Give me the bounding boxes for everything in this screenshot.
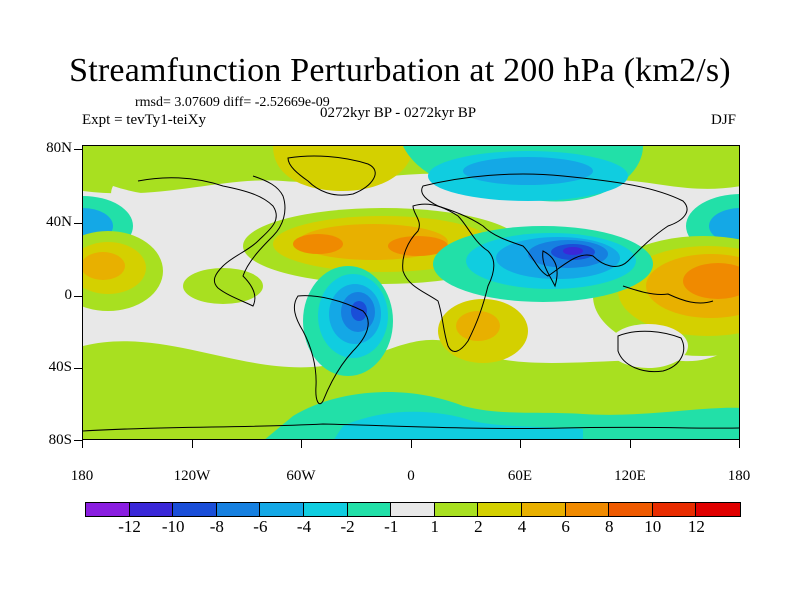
figure-title: Streamfunction Perturbation at 200 hPa (… xyxy=(69,52,731,89)
colorbar-label: -4 xyxy=(296,517,312,536)
y-tick xyxy=(74,149,82,150)
colorbar-box xyxy=(652,503,697,516)
colorbar-box xyxy=(303,503,348,516)
x-tick xyxy=(301,440,302,448)
colorbar-box xyxy=(565,503,610,516)
y-label-80s: 80S xyxy=(48,432,72,448)
colorbar-box xyxy=(347,503,392,516)
x-tick xyxy=(520,440,521,448)
colorbar-box xyxy=(696,503,740,516)
experiment-label: Expt = tevTy1-teiXy xyxy=(82,112,207,128)
colorbar-label: 8 xyxy=(604,517,614,536)
coast-se-asia xyxy=(622,285,714,304)
contour-negative-south-core xyxy=(334,411,583,439)
y-label-40s: 40S xyxy=(48,359,72,375)
season-label: DJF xyxy=(711,112,737,128)
x-label-0: 0 xyxy=(407,468,415,484)
coast-eurasia xyxy=(421,173,688,277)
x-tick xyxy=(739,440,740,448)
colorbar-label: 1 xyxy=(430,517,440,536)
x-tick xyxy=(411,440,412,448)
x-label-180w: 180 xyxy=(70,468,94,484)
coast-greenland xyxy=(287,155,376,196)
contour-safrica-high-core xyxy=(456,311,500,341)
colorbar-box xyxy=(129,503,174,516)
colorbar-label: 6 xyxy=(561,517,570,536)
contour-eurasia-low-core xyxy=(463,157,593,185)
x-label-60w: 60W xyxy=(286,468,316,484)
x-tick xyxy=(82,440,83,448)
colorbar xyxy=(85,502,741,517)
x-label-120w: 120W xyxy=(173,468,211,484)
colorbar-label: -2 xyxy=(340,517,355,536)
map-plot xyxy=(82,145,740,440)
coast-africa-europe xyxy=(402,203,495,352)
contour-samerica-low-core xyxy=(351,301,367,321)
colorbar-label: 10 xyxy=(644,517,662,536)
y-tick xyxy=(74,223,82,224)
y-tick xyxy=(74,296,82,297)
stats-text: rmsd= 3.07609 diff= -2.52669e-09 xyxy=(135,95,330,110)
y-label-80n: 80N xyxy=(46,140,72,156)
y-label-0: 0 xyxy=(64,287,73,303)
colorbar-label: 12 xyxy=(687,517,705,536)
colorbar-label: -8 xyxy=(209,517,224,536)
contour-europe-high-peak xyxy=(388,236,448,256)
contour-greenland-high xyxy=(273,146,413,191)
streamfunction-map xyxy=(83,146,739,439)
colorbar-box xyxy=(260,503,304,516)
colorbar-label: 4 xyxy=(517,517,527,536)
colorbar-box xyxy=(609,503,653,516)
colorbar-box xyxy=(216,503,261,516)
y-tick xyxy=(74,368,82,369)
colorbar-box xyxy=(173,503,217,516)
contour-epacific-high-core xyxy=(83,252,125,280)
colorbar-box xyxy=(478,503,522,516)
contour-npacific-low-right-core xyxy=(709,208,739,244)
coast-australia xyxy=(617,330,685,373)
coastlines xyxy=(83,155,739,432)
colorbar-label: -6 xyxy=(253,517,268,536)
x-label-60e: 60E xyxy=(507,468,533,484)
period-label: 0272kyr BP - 0272kyr BP xyxy=(320,105,477,121)
coast-india xyxy=(542,250,558,288)
x-tick xyxy=(630,440,631,448)
contour-pacific-small-high xyxy=(183,268,263,304)
coast-south-america xyxy=(293,295,369,405)
contour-atlantic-high-peak xyxy=(293,234,343,254)
colorbar-label: -12 xyxy=(118,517,141,536)
colorbar-label: -1 xyxy=(384,517,399,536)
x-label-180e: 180 xyxy=(727,468,751,484)
colorbar-label: 2 xyxy=(474,517,483,536)
x-tick xyxy=(192,440,193,448)
x-label-120e: 120E xyxy=(614,468,646,484)
colorbar-label: -10 xyxy=(161,517,185,536)
colorbar-box xyxy=(391,503,435,516)
coast-antarctica xyxy=(83,423,739,432)
y-label-40n: 40N xyxy=(46,214,72,230)
contour-asia-low-core xyxy=(563,247,583,255)
colorbar-box xyxy=(434,503,479,516)
y-tick xyxy=(74,440,82,441)
colorbar-box xyxy=(521,503,566,516)
colorbar-box xyxy=(86,503,130,516)
contour-neutral-gap-north xyxy=(111,186,291,223)
coast-north-america xyxy=(137,175,286,307)
contour-wpacific-high-peak xyxy=(683,263,739,299)
contour-australia-neutral xyxy=(608,324,688,368)
